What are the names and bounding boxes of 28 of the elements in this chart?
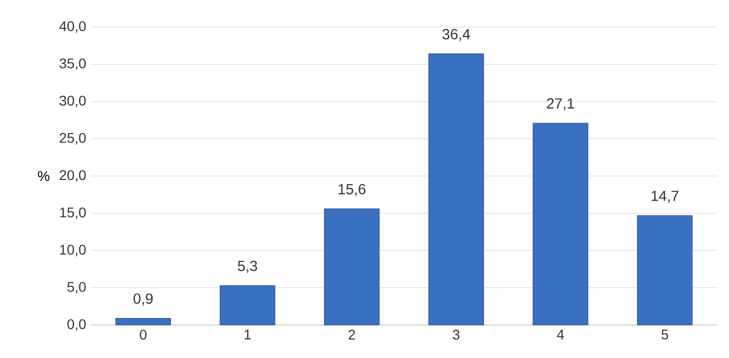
data-label: 36,4	[442, 29, 470, 42]
x-tick-label: 1	[244, 330, 251, 340]
bar	[637, 215, 693, 326]
data-label: 0,9	[134, 293, 153, 306]
y-tick-label: 0,0	[67, 319, 86, 331]
x-tick-label: 2	[348, 330, 356, 340]
y-tick-label: 40,0	[59, 21, 86, 33]
data-label: 15,6	[338, 184, 366, 196]
y-tick-label: 15,0	[60, 207, 86, 220]
bar	[220, 285, 276, 326]
y-tick-label: 35,0	[60, 58, 86, 70]
data-label: 27,1	[546, 98, 574, 110]
y-axis-title: %	[38, 171, 50, 181]
bar	[324, 208, 380, 326]
bar	[428, 54, 484, 326]
bar	[115, 318, 171, 326]
y-tick-label: 20,0	[60, 170, 86, 182]
x-tick-label: 5	[662, 330, 668, 340]
y-tick-label: 30,0	[60, 96, 86, 108]
bar	[532, 122, 588, 326]
y-tick-label: 5,0	[67, 282, 86, 294]
data-label: 5,3	[238, 260, 258, 273]
y-tick-label: 25,0	[60, 132, 86, 145]
x-tick-label: 0	[140, 330, 147, 340]
y-tick-label: 10,0	[60, 244, 86, 256]
x-tick-label: 3	[452, 330, 460, 340]
x-tick-label: 4	[556, 330, 564, 340]
data-label: 14,7	[652, 190, 678, 203]
